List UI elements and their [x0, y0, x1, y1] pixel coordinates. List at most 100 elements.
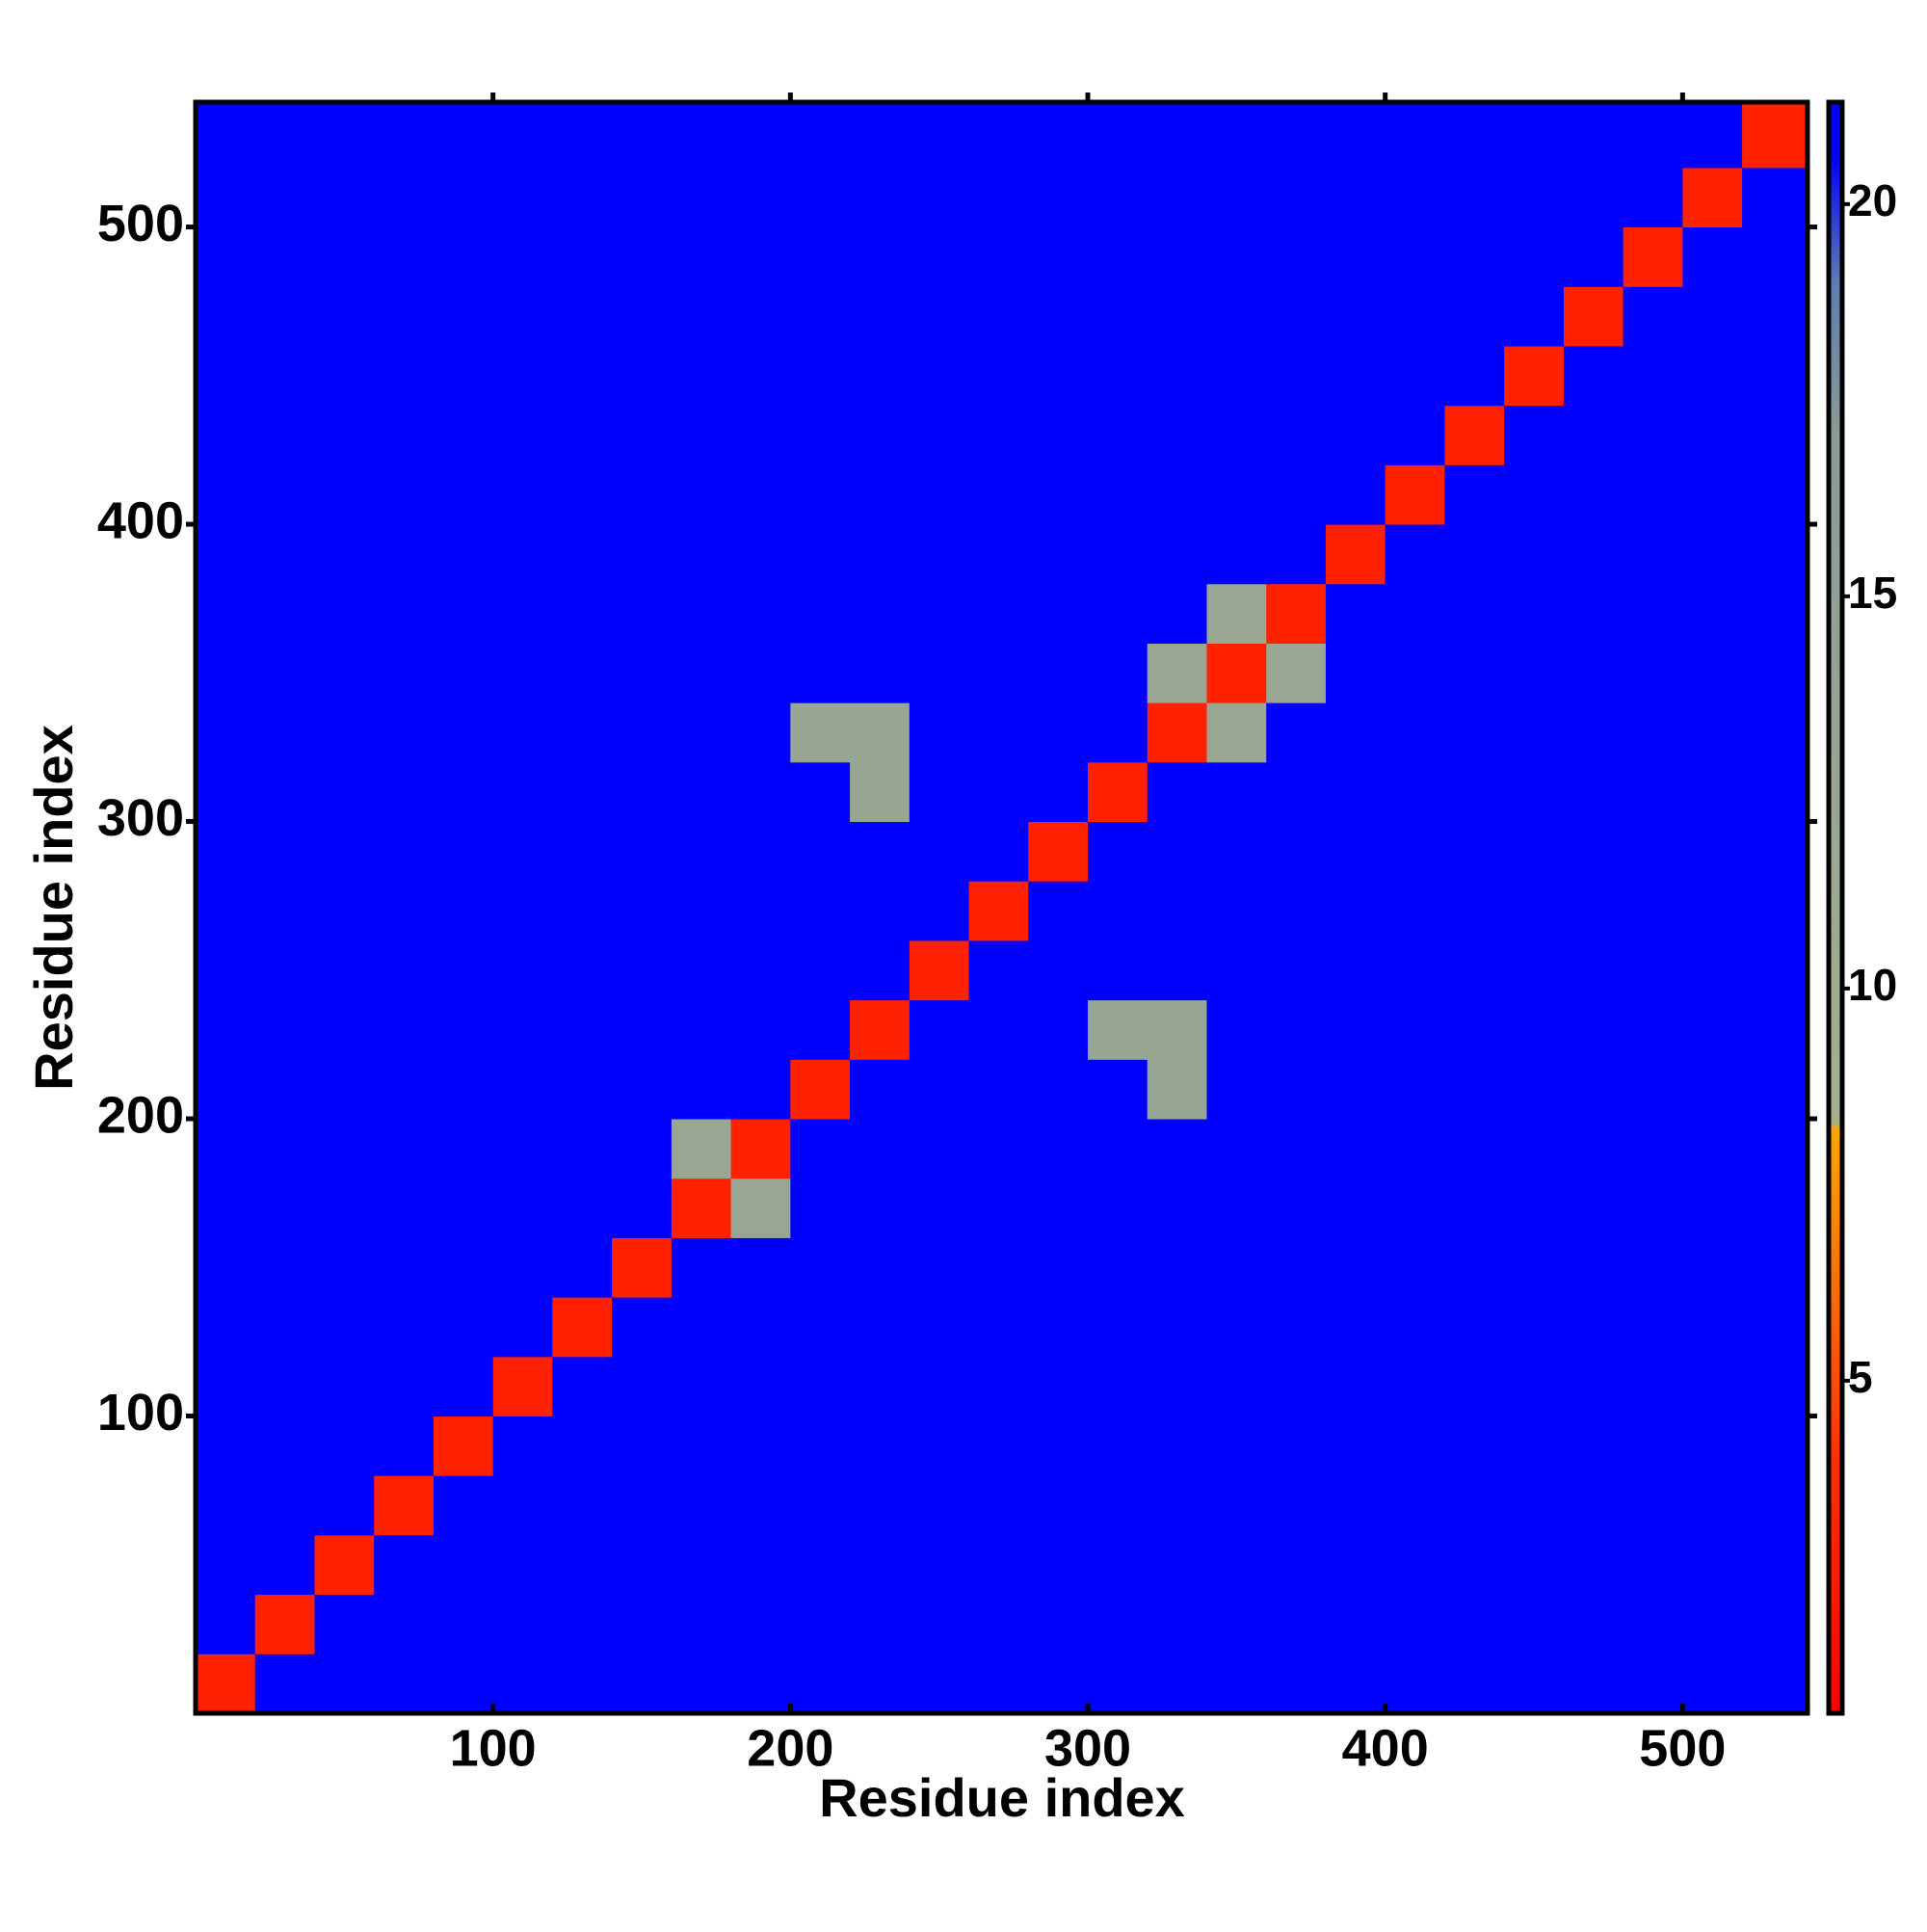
heatmap-cell — [254, 1119, 315, 1179]
heatmap-cell — [1206, 761, 1267, 823]
heatmap-cell — [1206, 1416, 1267, 1476]
heatmap-cell — [612, 1654, 673, 1714]
heatmap-cell — [1504, 583, 1565, 644]
heatmap-cell — [730, 702, 791, 763]
heatmap-cell — [314, 1475, 375, 1536]
heatmap-cell — [612, 643, 673, 703]
heatmap-cell — [374, 524, 435, 585]
heatmap-cell — [492, 1059, 553, 1120]
heatmap-cell — [254, 405, 315, 465]
heatmap-cell — [671, 1654, 732, 1714]
heatmap-cell — [314, 881, 375, 941]
heatmap-cell — [1742, 1534, 1808, 1596]
heatmap-cell — [1444, 1356, 1505, 1417]
heatmap-cell — [1682, 821, 1743, 882]
heatmap-cell — [1325, 1178, 1386, 1238]
heatmap-cell — [968, 226, 1029, 287]
heatmap-cell — [433, 345, 494, 407]
heatmap-cell — [1563, 1059, 1624, 1120]
heatmap-cell — [433, 583, 494, 644]
heatmap-cell — [254, 999, 315, 1060]
heatmap-cell — [1504, 102, 1565, 169]
heatmap-cell — [730, 464, 791, 525]
x-tick-label: 400 — [1342, 1719, 1429, 1777]
heatmap-cell — [612, 524, 673, 585]
heatmap-cell — [1504, 1475, 1565, 1536]
heatmap-cell — [850, 464, 911, 525]
heatmap-cell — [730, 1297, 791, 1358]
heatmap-cell — [1563, 1178, 1624, 1238]
heatmap-cell — [1742, 702, 1808, 763]
heatmap-cell — [492, 226, 553, 287]
heatmap-cell — [1682, 226, 1743, 287]
heatmap-cell — [909, 881, 970, 941]
heatmap-cell — [492, 821, 553, 882]
heatmap-cell — [1385, 345, 1445, 407]
heatmap-cell — [1266, 1356, 1327, 1417]
heatmap-cell — [730, 940, 791, 1001]
heatmap-cell — [1623, 226, 1683, 287]
heatmap-cell — [1742, 1297, 1808, 1358]
heatmap-cell — [1623, 1059, 1683, 1120]
heatmap-cell — [374, 881, 435, 941]
heatmap-cell — [730, 821, 791, 882]
heatmap-cell — [909, 999, 970, 1060]
heatmap-cell — [374, 583, 435, 644]
heatmap-cell — [1266, 1178, 1327, 1238]
heatmap-cell — [196, 821, 256, 882]
heatmap-cell — [730, 167, 791, 228]
heatmap-cell — [1682, 1654, 1743, 1714]
heatmap-cell — [1504, 881, 1565, 941]
heatmap-cell — [1385, 821, 1445, 882]
heatmap-cell — [314, 1297, 375, 1358]
heatmap-cell — [1206, 1119, 1267, 1179]
heatmap-cell — [374, 1297, 435, 1358]
heatmap-cell — [730, 1237, 791, 1298]
heatmap-cell — [1325, 345, 1386, 407]
heatmap-cell — [790, 881, 851, 941]
heatmap-cell — [1563, 1654, 1624, 1714]
heatmap-cell — [1504, 999, 1565, 1060]
heatmap-cell — [790, 1475, 851, 1536]
heatmap-cell — [1682, 761, 1743, 823]
heatmap-cell — [1266, 102, 1327, 169]
heatmap-cell — [1563, 1119, 1624, 1179]
heatmap-cell — [1504, 940, 1565, 1001]
heatmap-cell — [433, 881, 494, 941]
heatmap-cell — [374, 821, 435, 882]
heatmap-cell — [254, 464, 315, 525]
heatmap-cell — [1266, 1416, 1327, 1476]
heatmap-cell — [492, 940, 553, 1001]
heatmap-cell — [1623, 1178, 1683, 1238]
heatmap-cell — [671, 1594, 732, 1654]
heatmap-cell — [492, 881, 553, 941]
heatmap-cell — [1325, 1059, 1386, 1120]
heatmap-cell — [968, 1416, 1029, 1476]
heatmap-cell — [196, 1475, 256, 1536]
heatmap-cell — [374, 1119, 435, 1179]
heatmap-cell — [1028, 821, 1089, 882]
heatmap-cell — [1563, 583, 1624, 644]
y-tick-label: 200 — [97, 1086, 184, 1144]
heatmap-cell — [1682, 999, 1743, 1060]
heatmap-cell — [314, 1534, 375, 1596]
heatmap-cell — [1325, 643, 1386, 703]
heatmap-cell — [1385, 524, 1445, 585]
heatmap-cell — [1028, 345, 1089, 407]
heatmap-cell — [492, 1237, 553, 1298]
heatmap-cell — [790, 226, 851, 287]
heatmap-cell — [1385, 286, 1445, 347]
heatmap-cell — [1682, 167, 1743, 228]
heatmap-cell — [909, 524, 970, 585]
heatmap-cell — [1504, 1059, 1565, 1120]
heatmap-cell — [1742, 761, 1808, 823]
heatmap-cell — [1325, 1416, 1386, 1476]
heatmap-cell — [968, 1356, 1029, 1417]
heatmap-cell — [492, 1297, 553, 1358]
heatmap-cell — [850, 1356, 911, 1417]
heatmap-cell — [1742, 167, 1808, 228]
heatmap-cell — [909, 464, 970, 525]
heatmap-cell — [909, 761, 970, 823]
heatmap-cell — [1088, 345, 1148, 407]
heatmap-cell — [1504, 167, 1565, 228]
